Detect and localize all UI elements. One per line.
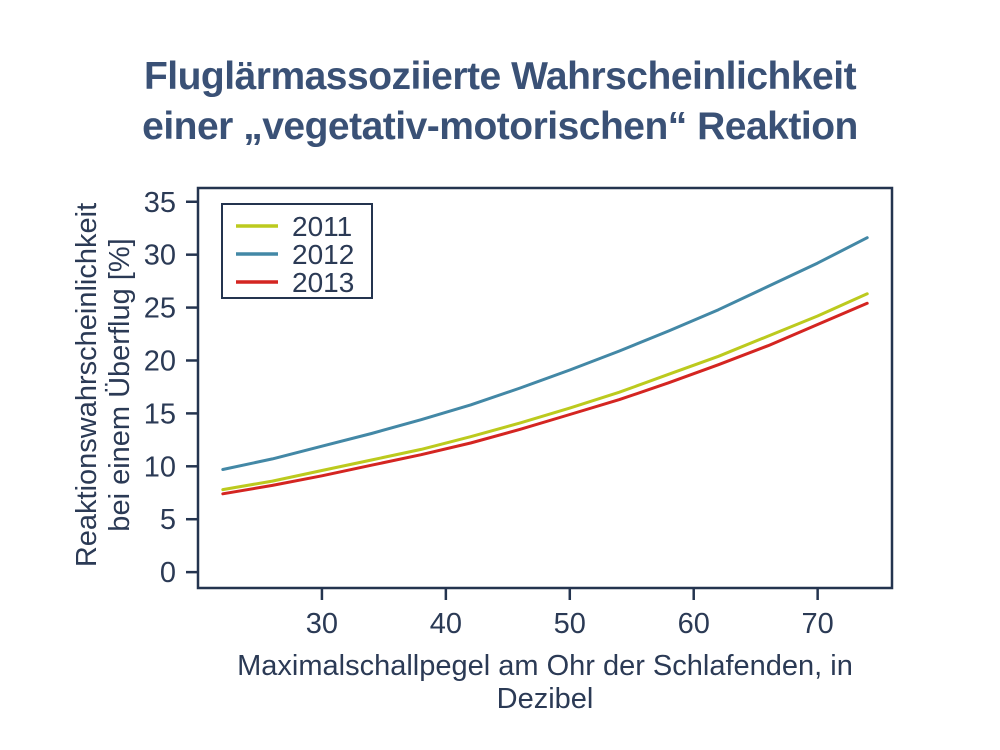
legend-label-2013: 2013 [292,267,354,298]
y-tick-label: 15 [144,398,176,430]
y-tick-label: 10 [144,451,176,483]
legend-label-2012: 2012 [292,239,354,270]
x-tick-label: 70 [802,608,834,640]
legend-box [221,203,373,299]
chart-title-line1: Fluglärmassoziierte Wahrscheinlichkeit [143,55,857,98]
y-tick-label: 0 [160,557,176,589]
y-tick-label: 5 [160,504,176,536]
chart-title: Fluglärmassoziierte Wahrscheinlichkeit e… [0,52,1000,152]
plot-border [196,186,894,590]
legend-label-2011: 2011 [292,211,352,242]
curve-2012 [221,236,869,471]
x-tick-label: 50 [554,608,586,640]
x-tick-label: 40 [430,608,462,640]
chart-title-line2: einer „vegetativ-motorischen“ Reaktion [142,105,858,148]
y-tick-label: 30 [144,240,176,272]
y-tick-label: 35 [144,187,176,219]
curve-2013 [221,301,869,496]
x-tick-label: 30 [306,608,338,640]
y-tick-label: 25 [144,293,176,325]
curve-2011 [221,292,869,492]
x-axis-label: Maximalschallpegel am Ohr der Schlafende… [237,650,853,715]
x-tick-label: 60 [678,608,710,640]
y-tick-label: 20 [144,345,176,377]
